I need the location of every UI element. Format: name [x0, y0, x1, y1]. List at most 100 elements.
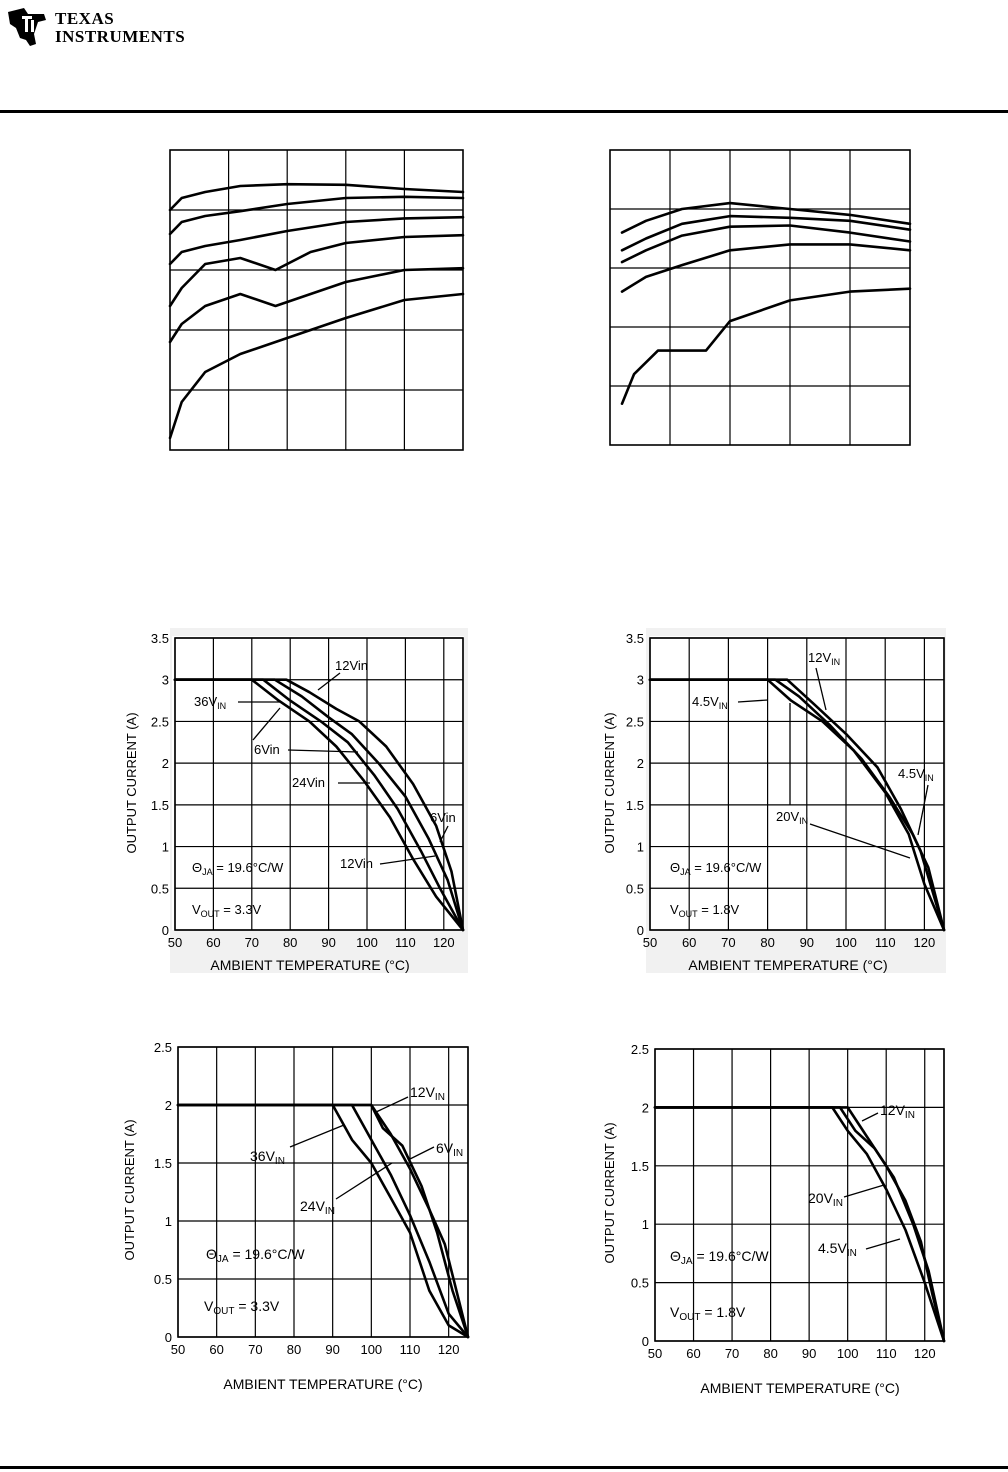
x-tick-label: 50 [643, 935, 657, 950]
chart-curves [648, 678, 946, 932]
label-24vin: 24VIN [300, 1198, 335, 1217]
y-tick-label: 0.5 [626, 881, 644, 896]
y-tick-label: 0 [637, 923, 644, 938]
x-tick-label: 60 [682, 935, 696, 950]
vout-label: VOUT = 1.8V [670, 1304, 746, 1323]
x-tick-label: 100 [835, 935, 857, 950]
tick-labels: 50 60 70 80 90 100 110 120 0 0.5 1 1.5 2 2.5 [631, 1042, 936, 1361]
label-45vin-left: 4.5VIN [692, 694, 728, 711]
x-tick-label: 90 [800, 935, 814, 950]
plot-frame [649, 637, 945, 931]
y-tick-label: 2.5 [626, 714, 644, 729]
y-tick-label: 3.5 [626, 631, 644, 646]
annotations: 12VIN 36VIN 6VIN 24VIN ΘJA = 19.6°C/W VO… [204, 1084, 463, 1317]
derating-curve-1 [173, 678, 465, 932]
efficiency-curve-3 [620, 224, 912, 264]
arrow-20vin-right [809, 823, 911, 859]
x-tick-label: 70 [725, 1346, 739, 1361]
y-tick-label: 1 [642, 1217, 649, 1232]
chart-frame [169, 149, 464, 451]
annotations: 12VIN 20VIN 4.5VIN ΘJA = 19.6°C/W VOUT =… [670, 1102, 915, 1323]
x-tick-label: 60 [206, 935, 220, 950]
x-axis-label: AMBIENT TEMPERATURE (°C) [688, 957, 887, 973]
derating-curve-3 [653, 1106, 946, 1343]
arrow-45vin-right [917, 784, 929, 836]
label-45vin-right: 4.5VIN [898, 766, 934, 783]
arrow-6vin-right-2 [439, 825, 449, 843]
label-6vin: 6VIN [436, 1140, 463, 1159]
label-36vin: 36VIN [194, 694, 226, 711]
derating-chart-2a-3v3: 50 60 70 80 90 100 110 120 0 0.5 1 1.5 2 2.5 OUTPUT C… [122, 1040, 470, 1392]
chart-curves [653, 1106, 946, 1343]
x-tick-label: 110 [876, 1346, 897, 1361]
derating-curve-2 [653, 1106, 946, 1343]
efficiency-curve-4 [620, 243, 912, 293]
arrow-12vin-top [317, 672, 341, 691]
label-12vin: 12VIN [880, 1102, 915, 1121]
chart-frame [609, 149, 911, 446]
efficiency-chart-right [609, 149, 912, 446]
chart-curves [620, 201, 912, 405]
x-tick-label: 100 [356, 935, 378, 950]
label-12vin-bottom: 12Vin [340, 856, 373, 871]
x-tick-label: 70 [248, 1342, 262, 1357]
tick-labels: 50 60 70 80 90 100 110 120 0 0.5 1 1.5 2 2.5 3 3.5 [626, 631, 935, 950]
efficiency-curve-5 [168, 266, 465, 344]
y-axis-label: OUTPUT CURRENT (A) [602, 712, 617, 853]
x-tick-label: 90 [802, 1346, 816, 1361]
efficiency-curve-6 [168, 292, 465, 440]
x-axis-label: AMBIENT TEMPERATURE (°C) [700, 1380, 899, 1396]
chart-grid [174, 637, 464, 931]
y-axis-label: OUTPUT CURRENT (A) [124, 712, 139, 853]
derating-curve-3 [176, 1103, 470, 1339]
arrow-12vin-bottom [379, 855, 436, 865]
y-tick-label: 1.5 [151, 798, 169, 813]
derating-curve-4 [173, 678, 465, 932]
derating-curve-3 [648, 678, 946, 932]
plot-area [172, 636, 464, 930]
y-tick-label: 3 [637, 673, 644, 688]
arrow-12vin [815, 667, 827, 711]
y-tick-label: 2.5 [154, 1040, 172, 1055]
label-12vin: 12VIN [410, 1084, 445, 1103]
efficiency-curve-3 [168, 215, 465, 266]
y-tick-label: 3.5 [151, 631, 169, 646]
label-20vin: 20VIN [808, 1190, 843, 1209]
label-12vin-top: 12Vin [335, 658, 368, 673]
derating-chart-3a-3v3: 50 60 70 80 90 100 110 120 0 0.5 1 1.5 2 2.5 3 3.5 OUTP… [124, 628, 468, 973]
efficiency-chart-left [168, 149, 465, 451]
x-tick-label: 90 [325, 1342, 339, 1357]
label-24vin: 24Vin [292, 775, 325, 790]
chart-grid [177, 1046, 469, 1338]
y-tick-label: 0.5 [154, 1272, 172, 1287]
x-tick-label: 50 [648, 1346, 662, 1361]
theta-ja-label: ΘJA = 19.6°C/W [192, 860, 284, 877]
ti-wordmark-line2: INSTRUMENTS [55, 27, 186, 46]
efficiency-curve-2 [620, 214, 912, 252]
plot-frame [174, 637, 464, 931]
x-tick-label: 50 [171, 1342, 185, 1357]
y-tick-label: 1.5 [626, 798, 644, 813]
vout-label: VOUT = 1.8V [670, 902, 740, 919]
efficiency-curve-4 [168, 233, 465, 308]
theta-ja-label: ΘJA = 19.6°C/W [206, 1246, 305, 1265]
y-tick-label: 1.5 [631, 1159, 649, 1174]
chart-grid [654, 1048, 945, 1342]
efficiency-curve-2 [168, 195, 465, 236]
chart-curves [176, 1103, 470, 1339]
footer-rule [0, 1466, 1008, 1469]
chart-curves [168, 182, 465, 440]
y-axis-label: OUTPUT CURRENT (A) [122, 1119, 137, 1260]
x-tick-label: 80 [760, 935, 774, 950]
x-tick-label: 120 [438, 1342, 460, 1357]
label-20vin: 20VIN [776, 809, 808, 826]
derating-curve-2 [176, 1103, 470, 1339]
x-tick-label: 60 [686, 1346, 700, 1361]
y-tick-label: 2.5 [631, 1042, 649, 1057]
y-tick-label: 0 [642, 1334, 649, 1349]
y-tick-label: 3 [162, 673, 169, 688]
derating-chart-2a-1v8: 50 60 70 80 90 100 110 120 0 0.5 1 1.5 2 2.5 OUTPUT C… [602, 1042, 946, 1396]
header-rule [0, 110, 1008, 113]
x-tick-label: 120 [914, 1346, 936, 1361]
x-tick-label: 100 [360, 1342, 382, 1357]
